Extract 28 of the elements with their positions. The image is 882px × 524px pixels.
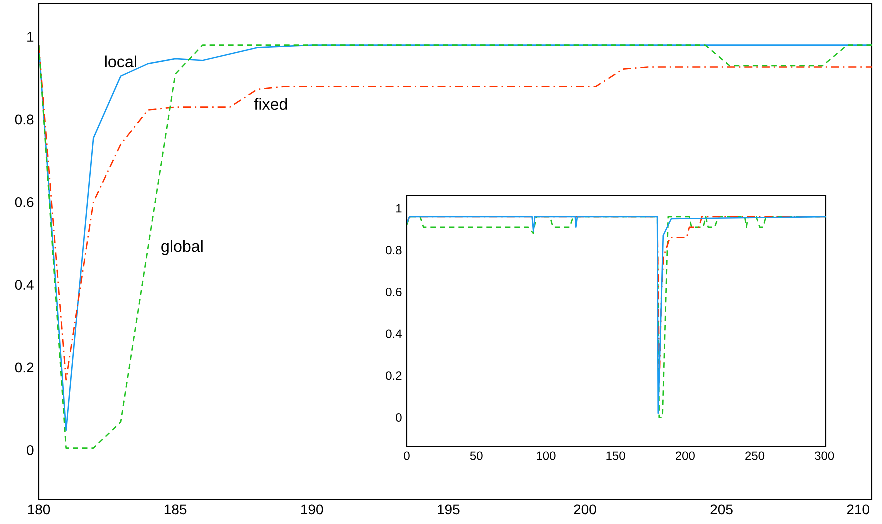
y-tick-label: 0.2	[15, 362, 34, 373]
y-tick-label: 0.4	[15, 280, 34, 290]
x-tick-label: 100	[537, 452, 556, 460]
x-tick-label: 180	[28, 504, 50, 515]
y-tick-label: 0.4	[386, 330, 402, 338]
x-tick-label: 210	[847, 504, 870, 515]
y-tick-label: 0.6	[15, 197, 34, 208]
y-tick-label: 0	[396, 413, 402, 422]
x-tick-label: 190	[302, 504, 324, 515]
x-tick-label: 185	[164, 504, 187, 515]
y-tick-label: 1	[396, 204, 402, 213]
y-tick-label: 0.8	[386, 246, 402, 255]
x-tick-label: 195	[438, 504, 460, 515]
x-tick-label: 0	[404, 452, 410, 460]
x-tick-label: 250	[746, 452, 765, 460]
series-label: global	[162, 240, 203, 256]
y-tick-label: 0.8	[15, 114, 34, 125]
series-label: local	[105, 56, 136, 68]
x-tick-label: 150	[606, 452, 626, 460]
y-tick-label: 0.2	[386, 372, 402, 380]
x-tick-label: 200	[676, 452, 695, 460]
y-tick-label: 0.6	[386, 288, 402, 296]
x-tick-label: 300	[815, 452, 834, 460]
x-tick-label: 205	[710, 504, 733, 515]
x-tick-label: 200	[574, 504, 596, 515]
series-label: fixed	[254, 98, 288, 110]
y-tick-label: 1	[28, 32, 34, 42]
x-tick-label: 50	[470, 452, 483, 460]
